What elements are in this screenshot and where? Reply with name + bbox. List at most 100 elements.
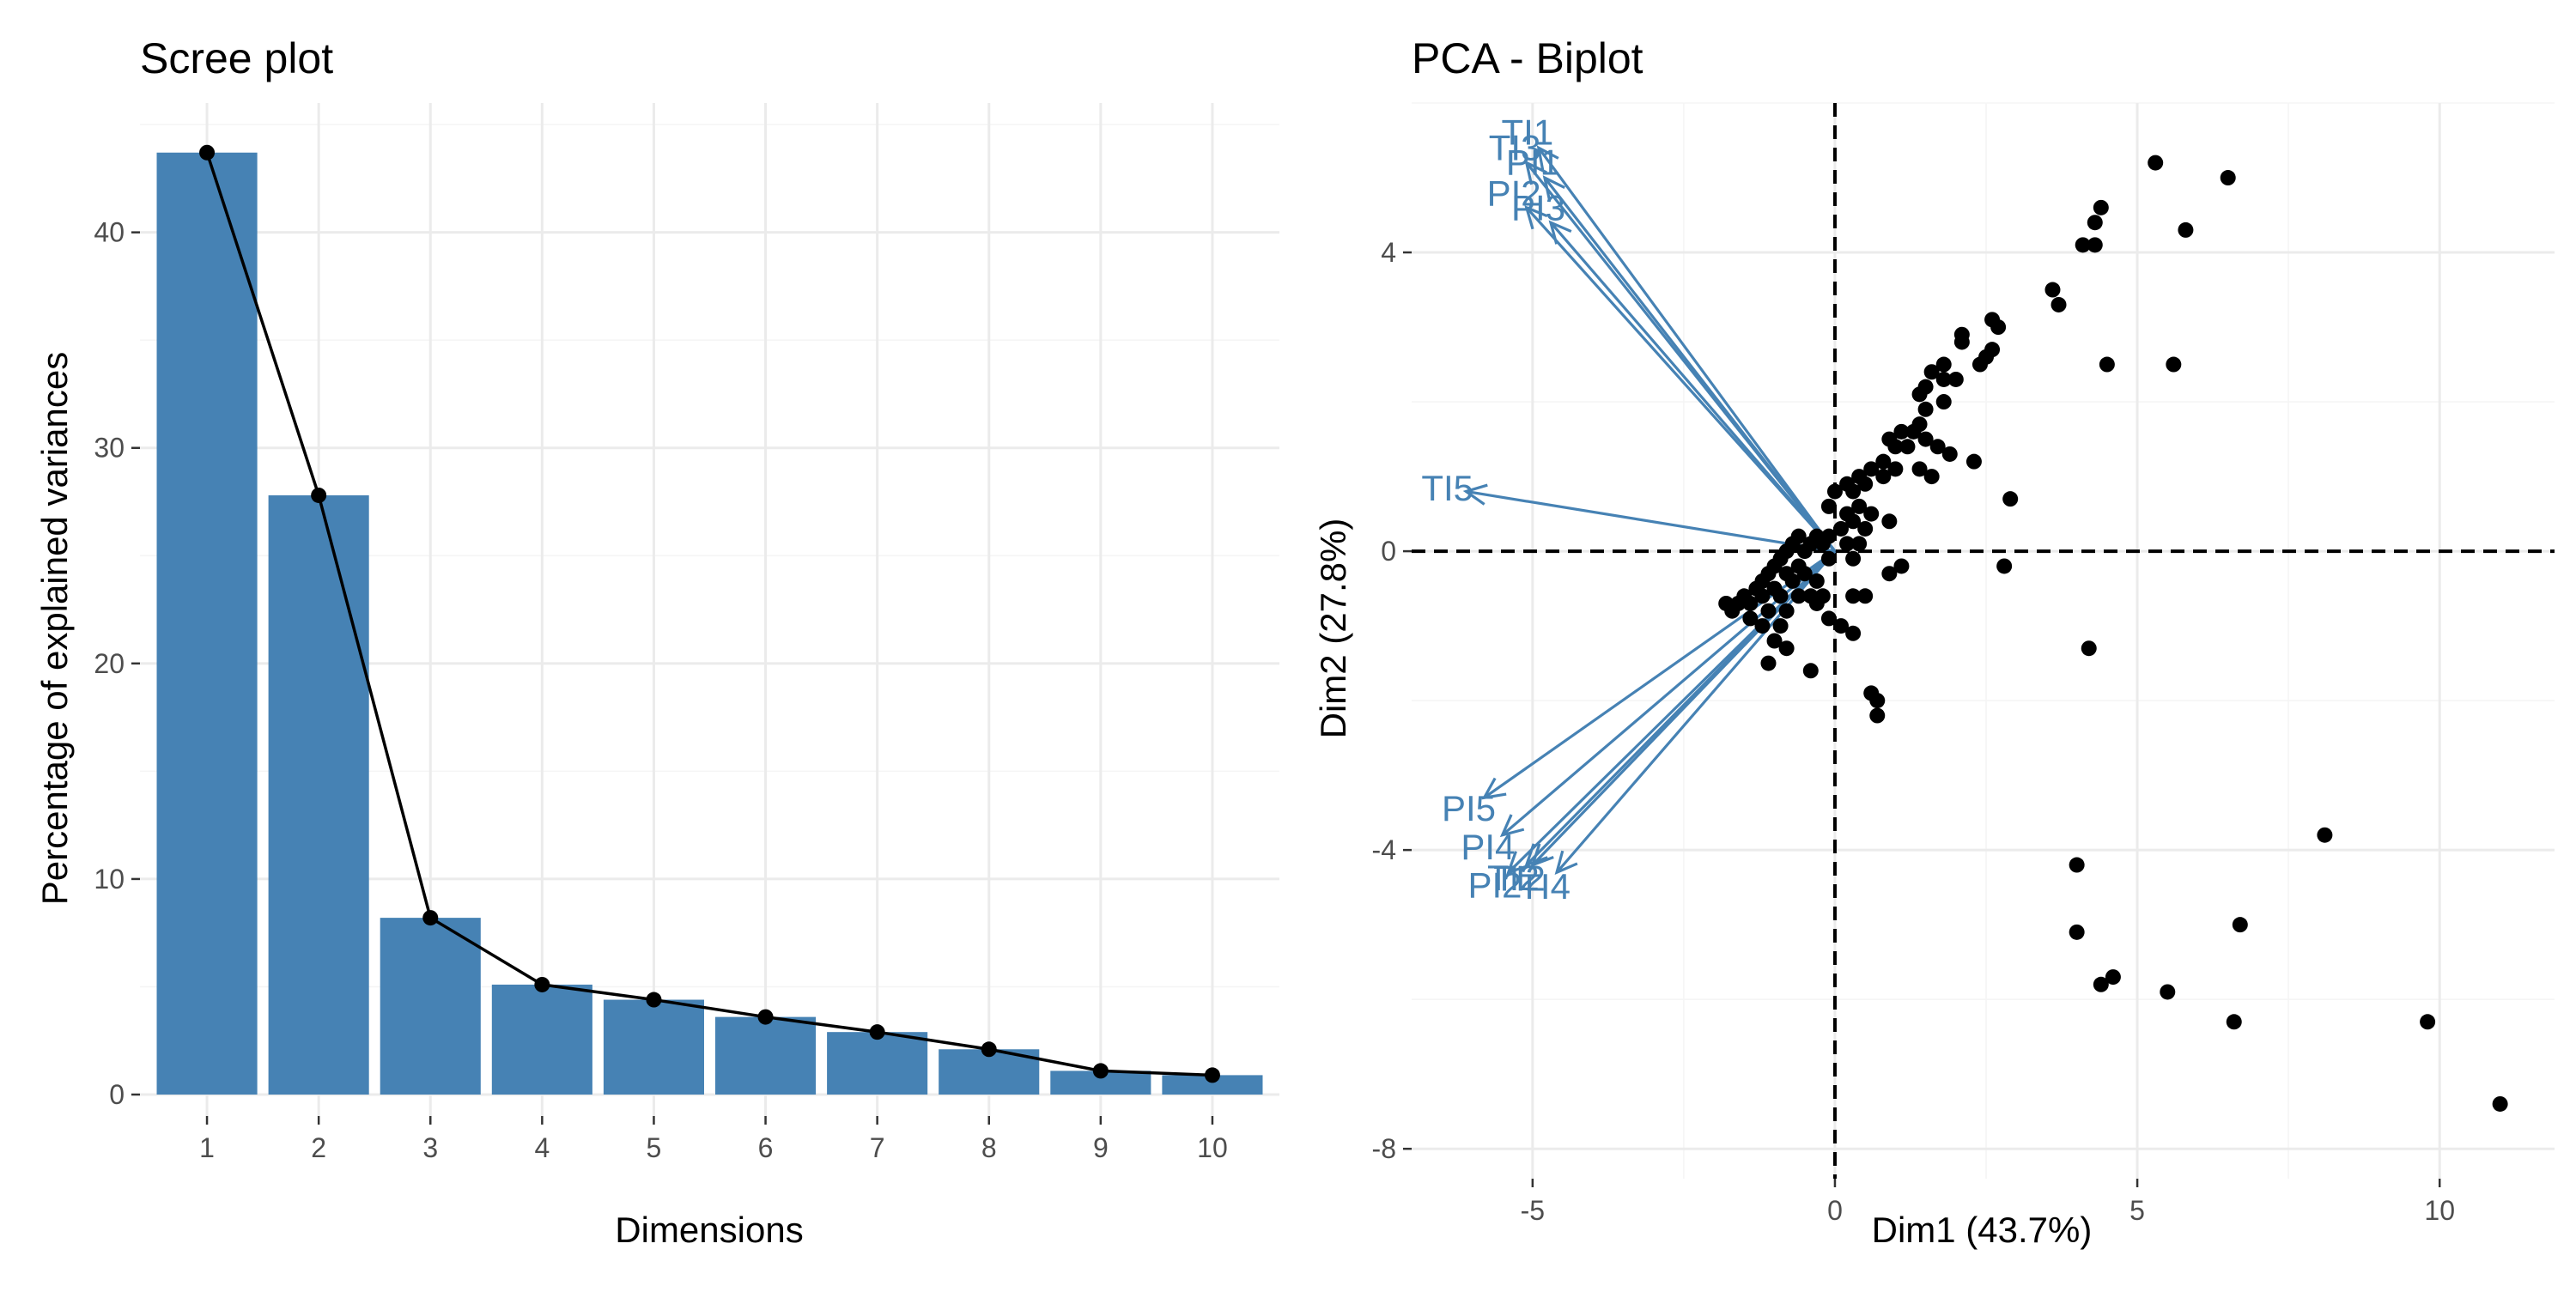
biplot-point [1935, 356, 1952, 373]
biplot-point [1772, 588, 1789, 604]
scree-point [311, 487, 327, 503]
biplot-point [1887, 439, 1904, 455]
biplot-point [1820, 610, 1837, 627]
scree-point [981, 1041, 997, 1058]
biplot-arrow-head [1462, 483, 1488, 506]
biplot-point [1857, 588, 1874, 604]
biplot-point [2220, 170, 2236, 186]
biplot-point [2081, 640, 2097, 657]
biplot-point [1742, 610, 1759, 627]
biplot-point [1996, 558, 2013, 574]
biplot-point [1808, 595, 1825, 611]
biplot-arrow-label: PI4 [1461, 827, 1515, 867]
biplot-x-tick-label: 10 [2424, 1195, 2455, 1226]
scree-point [646, 992, 662, 1008]
biplot-point [1851, 498, 1868, 514]
biplot-point [2226, 1014, 2242, 1030]
biplot-point [1808, 573, 1825, 589]
biplot-point [1839, 476, 1856, 492]
biplot-point [2069, 924, 2085, 940]
scree-bar [380, 918, 481, 1095]
biplot-x-tick-label: 5 [2129, 1195, 2145, 1226]
biplot-point [1911, 386, 1928, 403]
biplot-point [1760, 603, 1777, 619]
biplot-point [1881, 566, 1898, 582]
scree-bar [715, 1016, 817, 1095]
biplot-point [1929, 439, 1946, 455]
scree-point [1092, 1063, 1109, 1079]
biplot-point [1881, 513, 1898, 530]
scree-bar [827, 1032, 928, 1095]
biplot-arrow-head [1524, 205, 1548, 230]
biplot-point [1833, 520, 1850, 537]
biplot-point [1820, 550, 1837, 567]
biplot-point [1760, 655, 1777, 671]
scree-y-axis-title: Percentage of explained variances [34, 352, 75, 905]
biplot-ticks: -5 0 5 10 -8 -4 0 4 [1372, 237, 2455, 1226]
scree-x-axis-title: Dimensions [615, 1210, 803, 1250]
biplot-gridlines [1412, 102, 2555, 1179]
biplot-arrow-label: TI4 [1518, 866, 1571, 907]
biplot-point [2420, 1014, 2436, 1030]
scree-trend-line [205, 152, 1213, 1077]
biplot-point [1863, 461, 1880, 477]
biplot-point [2492, 1095, 2508, 1112]
scree-x-tick-label: 3 [422, 1132, 438, 1163]
biplot-point [2178, 221, 2194, 238]
scree-bar [156, 152, 258, 1095]
scree-bar [1162, 1075, 1263, 1095]
biplot-point [2069, 857, 2085, 873]
biplot-point [1718, 595, 1735, 611]
biplot-point [1833, 618, 1850, 634]
scree-x-tick-label: 4 [534, 1132, 550, 1163]
biplot-point [1917, 431, 1934, 447]
biplot-arrow-label: TI3 [1489, 127, 1541, 167]
biplot-arrow-label: PI1 [1506, 143, 1560, 183]
biplot-point [1911, 461, 1928, 477]
biplot-point [1826, 483, 1843, 500]
scree-point [422, 910, 439, 926]
scree-y-tick-label: 20 [94, 648, 125, 679]
biplot-point [1845, 513, 1862, 530]
biplot-point [1965, 453, 1982, 470]
biplot-point [2099, 356, 2115, 373]
biplot-arrow-shaft [1466, 489, 1836, 553]
scree-ticks: 0 10 20 30 40 1 2 3 4 5 6 7 8 9 10 [94, 217, 1227, 1163]
scree-y-tick-label: 10 [94, 864, 125, 895]
biplot-reference-lines [1412, 103, 2555, 1179]
biplot-arrow-label: TI1 [1502, 112, 1554, 152]
biplot-arrow-head [1481, 777, 1507, 800]
biplot-arrow-shaft [1543, 177, 1837, 553]
scree-line [199, 144, 1220, 1083]
biplot-point [1875, 453, 1892, 470]
biplot-point [1839, 536, 1856, 552]
biplot-arrow-label: TI5 [1421, 468, 1473, 508]
biplot-arrow-label: PI5 [1442, 788, 1496, 828]
biplot-point [1857, 476, 1874, 492]
scree-x-tick-label: 9 [1093, 1132, 1109, 1163]
biplot-point [1941, 446, 1958, 462]
biplot-point [1893, 558, 1910, 574]
biplot-point [2050, 296, 2067, 312]
biplot-x-axis-title: Dim1 (43.7%) [1872, 1210, 2093, 1250]
biplot-x-tick-label: -5 [1521, 1195, 1545, 1226]
pca-biplot-panel: PCA - Biplot TI1TI3PI1PI3PI2TI5PI5PI4PI2… [1313, 34, 2555, 1250]
biplot-arrow-head [1530, 843, 1554, 868]
scree-point [869, 1024, 885, 1040]
scree-x-tick-label: 10 [1197, 1132, 1228, 1163]
biplot-point [1851, 536, 1868, 552]
biplot-arrow-head [1506, 851, 1530, 875]
biplot-point [1875, 469, 1892, 485]
biplot-point [1778, 603, 1795, 619]
biplot-arrow-head [1524, 160, 1547, 185]
biplot-arrow-shaft [1483, 549, 1836, 799]
biplot-point [1947, 371, 1964, 387]
biplot-point [1869, 693, 1886, 709]
biplot-point [2166, 356, 2182, 373]
biplot-point [1845, 550, 1862, 567]
biplot-point [1899, 439, 1916, 455]
scree-x-tick-label: 6 [758, 1132, 774, 1163]
biplot-point [2093, 199, 2109, 215]
